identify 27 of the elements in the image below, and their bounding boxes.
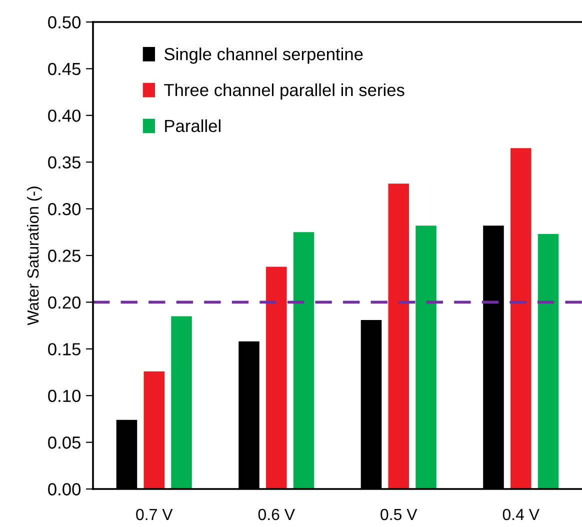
legend-label: Parallel	[165, 119, 220, 132]
x-tick-label: 0.6 V	[258, 508, 295, 520]
y-axis-title: Water Saturation (-)	[26, 186, 42, 326]
y-tick-label: 0.25	[48, 250, 80, 262]
y-tick-label: 0.05	[48, 436, 80, 449]
y-tick-label: 0.00	[48, 483, 81, 496]
bar	[416, 226, 436, 489]
bar	[293, 232, 314, 489]
y-tick-label: 0.35	[48, 156, 80, 169]
x-tick-label: 0.5 V	[380, 508, 418, 520]
y-tick-label: 0.40	[48, 110, 81, 122]
legend-label: Single channel serpentine	[164, 48, 363, 64]
y-tick-label: 0.15	[48, 343, 80, 356]
y-tick-label: 0.30	[48, 202, 81, 216]
bar	[388, 184, 410, 489]
y-tick-label: 0.20	[48, 296, 81, 309]
bar	[266, 266, 287, 489]
bar	[538, 234, 559, 489]
y-tick-label: 0.10	[48, 390, 81, 402]
bar	[171, 316, 192, 489]
bar	[144, 371, 165, 489]
y-tick-label: 0.50	[48, 16, 81, 28]
x-tick-label: 0.7 V	[136, 508, 173, 520]
y-tick-label: 0.45	[48, 62, 80, 76]
bar	[510, 148, 532, 489]
legend-label: Three channel parallel in series	[164, 83, 404, 100]
x-tick-label: 0.4 V	[502, 508, 540, 520]
